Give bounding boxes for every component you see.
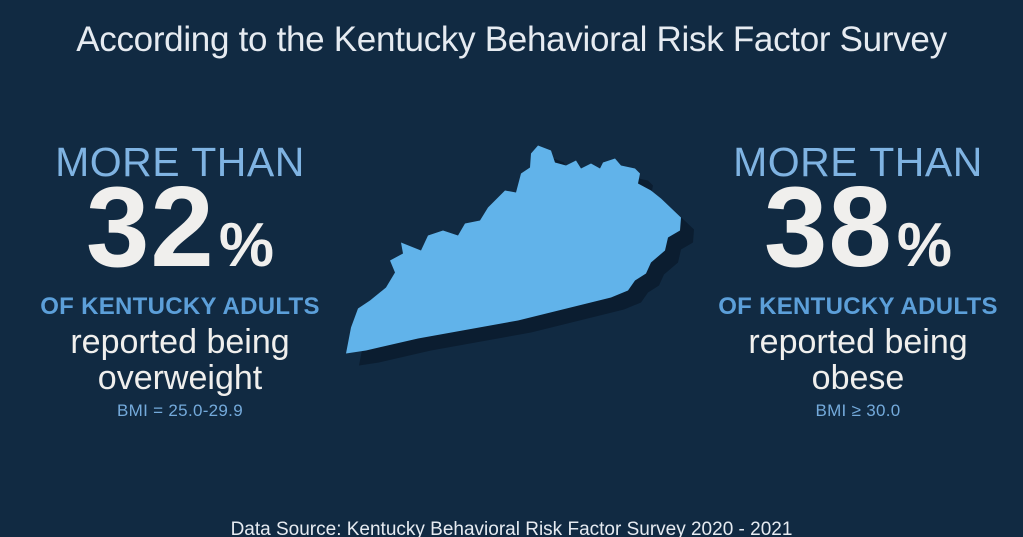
stat-description-line2: overweight (97, 358, 263, 397)
percent-sign: % (218, 211, 274, 280)
bmi-range-note: BMI = 25.0-29.9 (117, 401, 243, 421)
stat-qualifier: MORE THAN (733, 139, 983, 185)
stat-description-line2: obese (811, 358, 905, 397)
kentucky-map-shape (346, 145, 681, 354)
stat-block-obese: MORE THAN 38% OF KENTUCKY ADULTS reporte… (703, 142, 1013, 421)
stat-value-row: 38% (703, 171, 1013, 285)
stat-description-line1: reported being (748, 323, 968, 361)
stat-block-overweight: MORE THAN 32% OF KENTUCKY ADULTS reporte… (25, 142, 335, 421)
kentucky-map-icon (346, 145, 694, 366)
stat-qualifier: MORE THAN (55, 139, 305, 185)
stat-subject: OF KENTUCKY ADULTS (40, 293, 320, 320)
percent-sign: % (896, 211, 952, 280)
bmi-range-note: BMI ≥ 30.0 (815, 401, 901, 421)
kentucky-map (328, 128, 710, 373)
stat-value: 38 (764, 164, 893, 291)
stat-value-row: 32% (25, 171, 335, 285)
data-source-note: Data Source: Kentucky Behavioral Risk Fa… (230, 519, 793, 537)
stat-description: reported being obese (703, 323, 1013, 397)
stat-subject: OF KENTUCKY ADULTS (718, 293, 998, 320)
stat-description-line1: reported being (70, 323, 290, 361)
stat-value: 32 (86, 164, 215, 291)
stat-description: reported being overweight (25, 323, 335, 397)
page-title: According to the Kentucky Behavioral Ris… (76, 20, 947, 59)
